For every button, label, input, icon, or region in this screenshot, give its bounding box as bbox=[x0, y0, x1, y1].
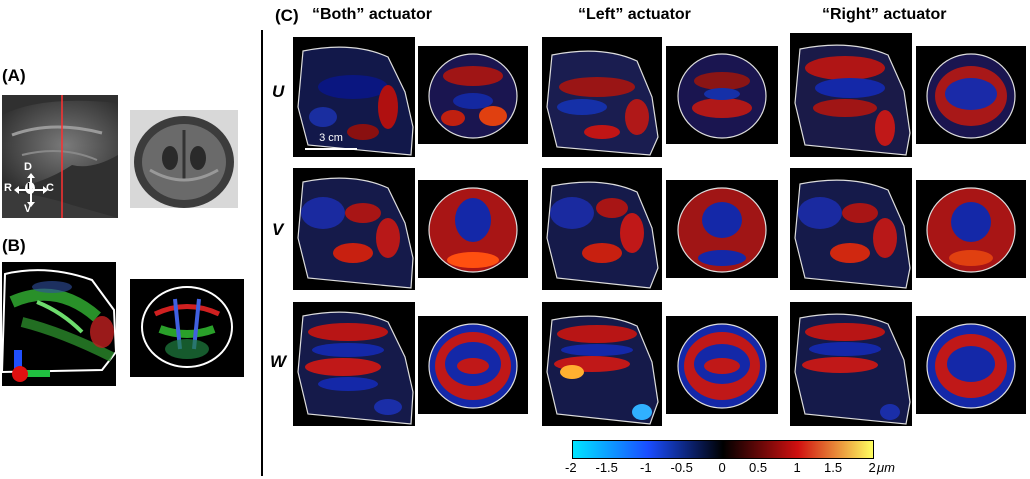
colorbar-tick-label: 2 bbox=[868, 460, 876, 475]
mri-coronal-image bbox=[130, 110, 238, 208]
row-label-w: W bbox=[270, 352, 287, 371]
map-v-left-sagittal bbox=[542, 168, 662, 290]
map-u-left-sagittal bbox=[542, 37, 662, 157]
map-v-right-coronal bbox=[916, 180, 1026, 278]
row-label-v: V bbox=[272, 220, 284, 239]
colorbar-tick-label: -1.5 bbox=[595, 460, 618, 475]
dti-coronal-image bbox=[130, 279, 244, 377]
dti-sagittal-image bbox=[2, 262, 116, 386]
orientation-v: V bbox=[24, 203, 32, 215]
header-both-actuator: “Both” actuator bbox=[312, 6, 432, 23]
map-w-left-sagittal bbox=[542, 302, 662, 426]
scale-bar-label: 3 cm bbox=[319, 132, 343, 144]
map-u-right-coronal bbox=[916, 46, 1026, 144]
map-w-both-sagittal bbox=[293, 302, 415, 426]
panel-b-label: (B) bbox=[2, 236, 26, 255]
map-u-right-sagittal bbox=[790, 33, 912, 157]
map-w-both-coronal bbox=[418, 316, 528, 414]
panel-c-label: (C) bbox=[275, 6, 299, 25]
colorbar-unit-label: μm bbox=[877, 460, 895, 475]
map-w-right-coronal bbox=[916, 316, 1026, 414]
orientation-d: D bbox=[24, 161, 32, 173]
scale-bar bbox=[305, 148, 357, 150]
colorbar-tick-label: -2 bbox=[565, 460, 577, 475]
orientation-c: C bbox=[46, 182, 54, 194]
row-label-u: U bbox=[272, 82, 285, 101]
map-u-left-coronal bbox=[666, 46, 778, 144]
orientation-r: R bbox=[4, 182, 12, 194]
colorbar-tick-label: -1 bbox=[640, 460, 652, 475]
map-u-both-sagittal bbox=[293, 37, 415, 157]
panel-a-label: (A) bbox=[2, 66, 26, 85]
map-w-left-coronal bbox=[666, 316, 778, 414]
map-v-right-sagittal bbox=[790, 168, 912, 290]
header-left-actuator: “Left” actuator bbox=[578, 6, 691, 23]
orientation-arrows-icon bbox=[14, 173, 48, 207]
map-v-both-sagittal bbox=[293, 168, 415, 290]
colorbar-tick-label: 0 bbox=[718, 460, 726, 475]
header-right-actuator: “Right” actuator bbox=[822, 6, 947, 23]
mri-sagittal-image: D V R C L bbox=[2, 95, 118, 218]
map-u-both-coronal bbox=[418, 46, 528, 144]
map-w-right-sagittal bbox=[790, 302, 912, 426]
colorbar-tick-label: 1 bbox=[793, 460, 801, 475]
colorbar-tick-label: -0.5 bbox=[670, 460, 693, 475]
map-v-both-coronal bbox=[418, 180, 528, 278]
colorbar-tick-label: 0.5 bbox=[749, 460, 768, 475]
colorbar-tick-label: 1.5 bbox=[824, 460, 843, 475]
panel-divider bbox=[261, 30, 263, 476]
map-v-left-coronal bbox=[666, 180, 778, 278]
colorbar bbox=[572, 440, 874, 459]
